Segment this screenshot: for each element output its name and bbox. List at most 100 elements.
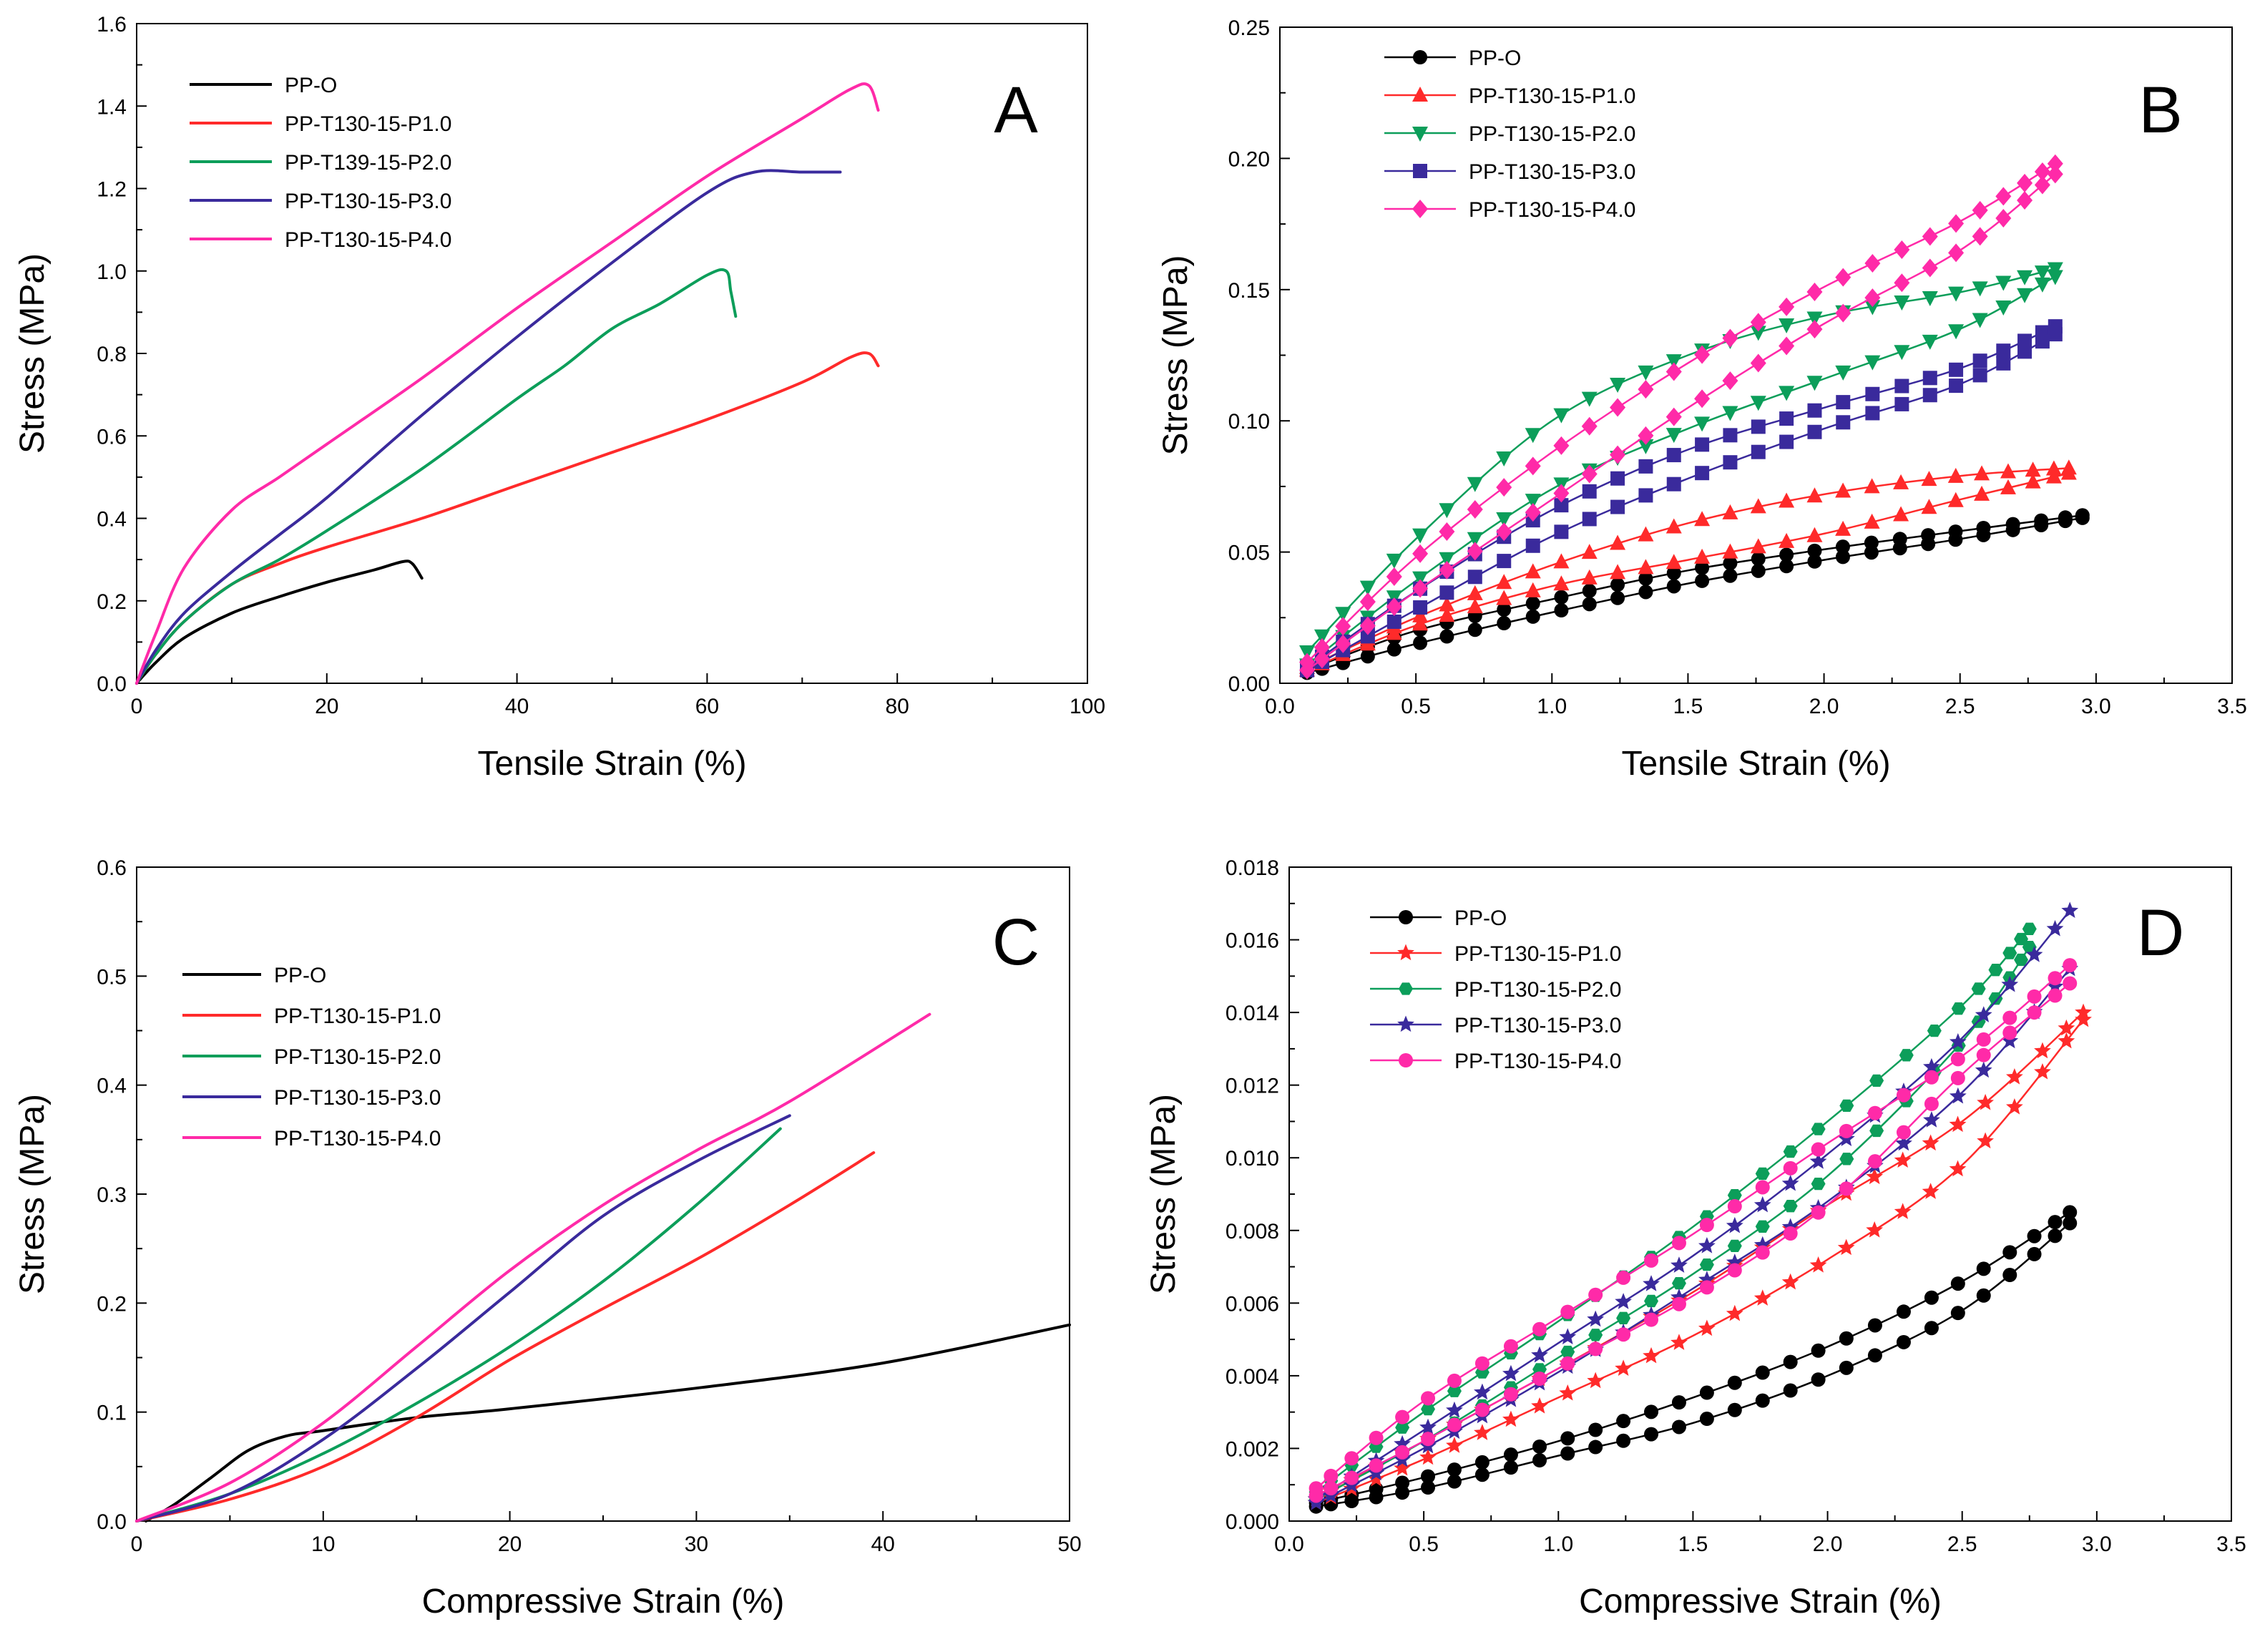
panel-b-legend-marker bbox=[1412, 200, 1428, 218]
panel-d-data-point bbox=[1867, 1105, 1882, 1120]
panel-b-data-point bbox=[1638, 380, 1654, 399]
panel-b-legend-marker bbox=[1413, 164, 1427, 178]
panel-d-data-point bbox=[2014, 953, 2029, 967]
panel-b-data-point bbox=[1972, 227, 1988, 246]
panel-d-data-point bbox=[1531, 1346, 1548, 1363]
panel-b-data-point bbox=[2058, 514, 2073, 529]
panel-a-x-tick-label: 60 bbox=[695, 695, 719, 718]
panel-b-data-point bbox=[1638, 526, 1654, 542]
panel-d-data-point bbox=[2022, 922, 2037, 935]
panel-b-data-point bbox=[1360, 629, 1375, 644]
panel-d-data-point bbox=[1839, 1123, 1854, 1138]
panel-b-data-point bbox=[1412, 607, 1429, 622]
panel-b-data-point bbox=[2047, 262, 2063, 278]
panel-d-data-point bbox=[1988, 964, 2003, 977]
panel-b-data-point bbox=[1922, 290, 1938, 306]
panel-d-data-point bbox=[1894, 1151, 1912, 1168]
panel-b-data-point bbox=[1723, 428, 1738, 443]
panel-b-data-point bbox=[2034, 517, 2049, 532]
panel-c-legend: PP-O PP-T130-15-P1.0 PP-T130-15-P2.0 PP-T13… bbox=[182, 964, 441, 1150]
panel-d-data-point bbox=[1447, 1474, 1462, 1489]
panel-b-data-point bbox=[1467, 542, 1483, 561]
panel-d-data-point bbox=[1727, 1188, 1742, 1202]
panel-a-x-tick-label: 20 bbox=[315, 695, 338, 718]
panel-d-data-point bbox=[2058, 1019, 2075, 1036]
panel-d-data-point bbox=[1811, 1205, 1826, 1220]
panel-d-data-point bbox=[1644, 1404, 1659, 1419]
panel-d-data-point bbox=[1809, 1153, 1827, 1169]
panel-d-data-point bbox=[1502, 1364, 1520, 1382]
panel-d-legend-marker bbox=[1397, 944, 1414, 961]
panel-d-data-point bbox=[1615, 1293, 1633, 1309]
panel-d-data-point bbox=[1949, 1160, 1967, 1177]
panel-b-data-point bbox=[1638, 439, 1654, 454]
panel-d-data-point bbox=[1699, 1412, 1714, 1427]
panel-d-data-point bbox=[1924, 1290, 1939, 1305]
panel-b-data-point bbox=[1413, 600, 1428, 615]
panel-b-data-point bbox=[1948, 243, 1965, 263]
panel-b-data-point bbox=[2017, 344, 2032, 359]
panel-b-data-point bbox=[1695, 573, 1710, 588]
panel-b-data-point bbox=[1972, 200, 1988, 220]
panel-b-data-point bbox=[1496, 478, 1512, 497]
panel-b-data-point bbox=[1807, 554, 1822, 569]
panel-d-data-point bbox=[1531, 1397, 1548, 1414]
panel-a-y-tick-label: 0.2 bbox=[97, 590, 127, 614]
panel-c-x-tick-label: 50 bbox=[1057, 1533, 1081, 1556]
panel-b-data-point bbox=[1948, 324, 1965, 340]
panel-b-data-point bbox=[1750, 538, 1766, 554]
panel-b-data-point bbox=[1525, 503, 1541, 522]
panel-d-data-point bbox=[1924, 1321, 1939, 1336]
panel-d-data-point bbox=[1977, 1093, 1994, 1110]
panel-b-data-point bbox=[1496, 512, 1512, 528]
panel-b-data-point bbox=[1497, 554, 1512, 569]
panel-b-data-point bbox=[1439, 522, 1455, 542]
panel-d-data-point bbox=[1560, 1345, 1575, 1359]
panel-c-series-line bbox=[135, 1151, 876, 1523]
panel-d-data-point bbox=[1699, 1218, 1714, 1233]
panel-b-data-point bbox=[1467, 585, 1483, 600]
panel-b-data-point bbox=[1949, 378, 1964, 394]
panel-b-data-point bbox=[1974, 465, 1990, 481]
panel-b-data-point bbox=[2034, 265, 2050, 281]
panel-b-data-point bbox=[1554, 603, 1569, 618]
panel-d-y-tick-label: 0.014 bbox=[1226, 1002, 1279, 1025]
panel-d-x-tick-label: 2.5 bbox=[1947, 1533, 1977, 1556]
panel-b-data-point bbox=[1865, 406, 1880, 421]
panel-b-data-point bbox=[1439, 560, 1455, 580]
panel-d-data-point bbox=[1976, 1047, 1991, 1062]
panel-b-data-point bbox=[1525, 596, 1540, 611]
panel-b-data-point bbox=[1750, 326, 1766, 341]
panel-d-data-point bbox=[1560, 1304, 1575, 1319]
panel-b-data-point bbox=[1439, 552, 1455, 567]
panel-a-y-tick-label: 1.0 bbox=[97, 260, 127, 284]
panel-d-data-point bbox=[2002, 947, 2017, 959]
panel-d-data-point bbox=[1839, 1181, 1854, 1196]
panel-d-data-point bbox=[1419, 1418, 1437, 1435]
panel-b-data-point bbox=[1723, 455, 1738, 470]
panel-b-data-point bbox=[1335, 634, 1351, 653]
panel-d-data-point bbox=[1783, 1160, 1798, 1176]
panel-b-data-point bbox=[1750, 498, 1766, 514]
panel-c-y-tick-label: 0.3 bbox=[97, 1183, 127, 1207]
panel-b-y-tick-label: 0.15 bbox=[1228, 279, 1270, 303]
panel-d-data-point bbox=[2063, 976, 2078, 991]
panel-d-x-tick-label: 3.5 bbox=[2216, 1533, 2246, 1556]
panel-c-series-line bbox=[135, 1114, 791, 1523]
panel-d-data-point bbox=[1421, 1480, 1436, 1495]
panel-d-data-point bbox=[1670, 1334, 1688, 1350]
panel-d-data-point bbox=[2027, 1228, 2042, 1243]
panel-c: 0 10 20 30 40 50 0.0 0.1 0.2 0.3 0.4 0.5 0.6 Compress… bbox=[14, 856, 1082, 1621]
panel-b-y-tick-label: 0.05 bbox=[1228, 542, 1270, 565]
panel-d-data-point bbox=[1447, 1384, 1462, 1397]
panel-b-data-point bbox=[1467, 499, 1483, 519]
panel-b-data-point bbox=[1723, 556, 1738, 571]
panel-b-data-point bbox=[1553, 408, 1570, 424]
panel-b-data-point bbox=[1525, 582, 1541, 597]
panel-d-data-point bbox=[1560, 1356, 1575, 1371]
panel-d-data-point bbox=[1588, 1287, 1603, 1302]
panel-d-data-point bbox=[1783, 1226, 1798, 1241]
panel-d-y-tick-label: 0.000 bbox=[1226, 1510, 1279, 1534]
panel-b-data-point bbox=[1467, 476, 1483, 492]
panel-d-data-point bbox=[1616, 1414, 1631, 1429]
